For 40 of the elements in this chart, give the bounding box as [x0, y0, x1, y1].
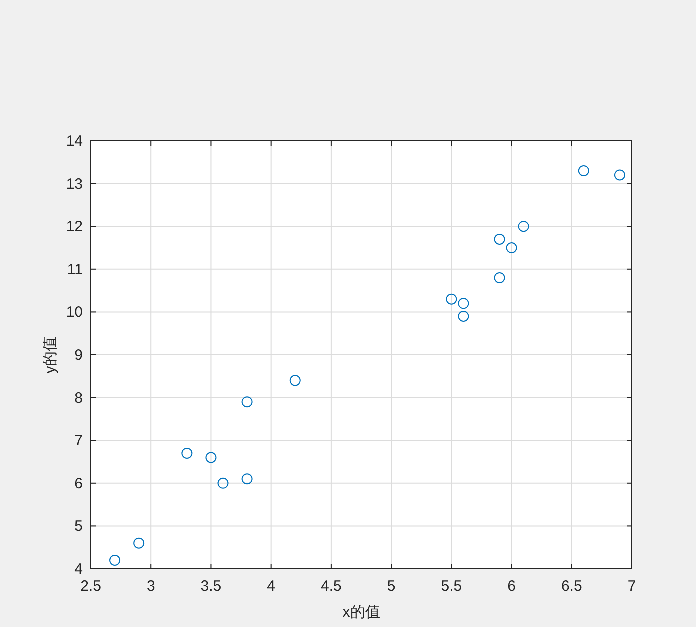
y-tick-label: 14 [66, 133, 83, 150]
x-tick-label: 6 [508, 578, 516, 595]
x-tick-label: 6.5 [561, 578, 582, 595]
y-tick-label: 4 [74, 561, 83, 578]
y-tick-label: 7 [74, 432, 83, 450]
y-tick-label: 8 [74, 390, 83, 407]
x-axis-title: x的值 [342, 604, 380, 621]
x-tick-label: 5 [387, 578, 396, 595]
point [506, 242, 518, 254]
y-tick-label: 12 [66, 218, 83, 236]
point [134, 538, 145, 549]
point [218, 478, 229, 489]
point [446, 294, 458, 305]
point [110, 554, 121, 566]
point [578, 165, 590, 176]
y-tick-label: 13 [66, 176, 83, 193]
x-tick-label: 7 [628, 578, 636, 595]
point [494, 234, 506, 245]
point [458, 298, 470, 310]
point [494, 272, 506, 284]
y-tick-label: 11 [67, 261, 83, 278]
x-tick-label: 3.5 [200, 578, 222, 595]
y-tick-label: 6 [74, 475, 83, 492]
x-tick-label: 5.5 [441, 578, 462, 595]
y-tick-label: 5 [74, 518, 83, 536]
point [290, 375, 301, 386]
point [614, 170, 626, 181]
y-tick-label: 9 [74, 347, 83, 364]
point [242, 474, 253, 485]
y-tick-label: 10 [66, 304, 83, 322]
x-tick-label: 4 [267, 578, 276, 595]
x-tick-label: 2.5 [80, 578, 102, 595]
x-tick-label: 4.5 [321, 578, 342, 595]
y-axis-title: y的值 [42, 336, 59, 374]
x-tick-label: 3 [146, 578, 156, 595]
point [242, 396, 253, 408]
point [518, 221, 530, 232]
point [182, 448, 193, 459]
point [206, 452, 217, 464]
point [458, 310, 470, 322]
